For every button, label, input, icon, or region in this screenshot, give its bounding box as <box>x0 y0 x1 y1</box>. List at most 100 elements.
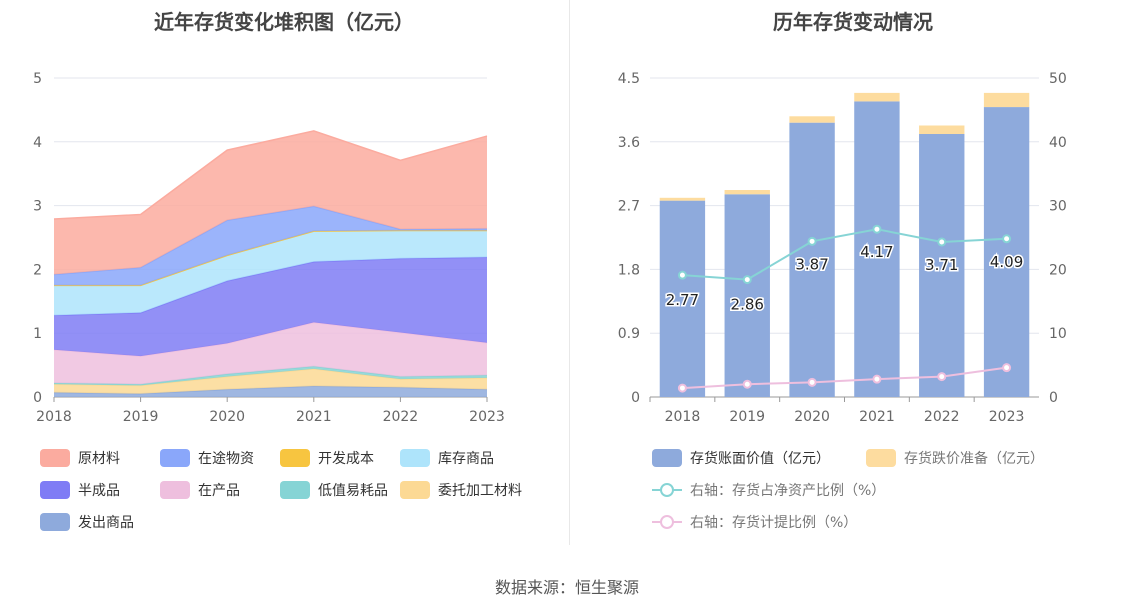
x-tick-label: 2021 <box>859 409 895 425</box>
bar-存货跌价准备（亿元） <box>724 190 770 195</box>
legend-item[interactable]: 在产品 <box>160 480 240 500</box>
y2-tick-label: 10 <box>1049 326 1067 342</box>
x-tick-label: 2018 <box>36 409 72 425</box>
y-tick-label: 0.9 <box>618 326 640 342</box>
line-point <box>742 379 752 389</box>
area-edge <box>53 130 488 220</box>
bar-存货跌价准备（亿元） <box>854 92 900 102</box>
x-tick-label: 2023 <box>469 409 505 425</box>
y-tick-label: 0 <box>33 390 42 406</box>
stacked-area-panel: 近年存货变化堆积图（亿元） 0 1 2 3 4 5 2018 2019 2020 2021 2022… <box>0 0 568 560</box>
legend-swatch <box>40 449 70 467</box>
y2-tick-label: 30 <box>1049 199 1067 215</box>
bar-value-label: 3.71 <box>925 256 958 274</box>
legend-marker <box>660 483 674 497</box>
legend-label: 半成品 <box>78 483 120 499</box>
y-tick-label: 3.6 <box>618 135 640 151</box>
y-tick-label: 2.7 <box>618 199 640 215</box>
bar-存货跌价准备（亿元） <box>919 125 965 135</box>
legend-item[interactable]: 委托加工材料 <box>400 480 522 500</box>
line-point <box>872 224 882 234</box>
legend-line-swatch <box>652 481 682 499</box>
x-tick-label: 2022 <box>383 409 419 425</box>
bar-存货账面价值（亿元） <box>789 122 835 397</box>
legend-label: 开发成本 <box>318 451 374 467</box>
legend-swatch <box>400 481 430 499</box>
y-tick-label: 0 <box>631 390 640 406</box>
legend-swatch <box>400 449 430 467</box>
bar-存货账面价值（亿元） <box>919 134 965 397</box>
legend-label: 发出商品 <box>78 515 134 531</box>
legend-item[interactable]: 发出商品 <box>40 512 134 532</box>
line-point <box>1002 234 1012 244</box>
legend-item[interactable]: 低值易耗品 <box>280 480 388 500</box>
data-source-footer: 数据来源：恒生聚源 <box>494 578 639 597</box>
line-point <box>1002 363 1012 373</box>
left-chart-title: 近年存货变化堆积图（亿元） <box>154 10 414 34</box>
area-发出商品 <box>54 386 487 397</box>
x-tick-label: 2022 <box>924 409 960 425</box>
stacked-area-chart: 0 1 2 3 4 5 2018 2019 2020 2021 2022 2023 <box>33 71 505 425</box>
line-point <box>677 270 687 280</box>
legend-swatch <box>40 481 70 499</box>
y-tick-label: 5 <box>33 71 42 87</box>
y-tick-label: 1 <box>33 326 42 342</box>
y2-tick-label: 0 <box>1049 390 1058 406</box>
legend-label: 存货账面价值（亿元） <box>690 451 830 467</box>
y2-tick-label: 50 <box>1049 71 1067 87</box>
area-库存商品 <box>54 230 487 316</box>
x-tick-label: 2021 <box>296 409 332 425</box>
legend-item[interactable]: 右轴：存货占净资产比例（%） <box>652 480 885 500</box>
legend-item[interactable]: 开发成本 <box>280 448 374 468</box>
line-point <box>677 383 687 393</box>
bar-存货账面价值（亿元） <box>724 194 770 397</box>
legend-item[interactable]: 存货跌价准备（亿元） <box>866 448 1044 468</box>
right-chart-title: 历年存货变动情况 <box>773 10 933 34</box>
bar-存货跌价准备（亿元） <box>659 197 706 201</box>
bar-line-panel: 历年存货变动情况 0 0.9 1.8 2.7 3.6 4.5 0 10 20 30 40 50 2018… <box>572 0 1134 560</box>
bar-value-label: 2.86 <box>731 296 764 314</box>
legend-item[interactable]: 原材料 <box>40 448 120 468</box>
legend-label: 右轴：存货占净资产比例（%） <box>690 483 886 499</box>
legend-swatch <box>160 481 190 499</box>
right-legend: 存货账面价值（亿元） 存货跌价准备（亿元） 右轴：存货占净资产比例（%） 右轴：存货计… <box>652 448 1122 538</box>
bar-value-label: 2.77 <box>666 291 699 309</box>
legend-swatch <box>652 449 682 467</box>
legend-item[interactable]: 存货账面价值（亿元） <box>652 448 830 468</box>
y2-tick-label: 20 <box>1049 262 1067 278</box>
line-point <box>872 374 882 384</box>
legend-item[interactable]: 库存商品 <box>400 448 494 468</box>
panel-divider <box>569 0 570 545</box>
legend-swatch <box>160 449 190 467</box>
bar-value-label: 4.17 <box>860 243 893 261</box>
legend-label: 在产品 <box>198 483 240 499</box>
area-半成品 <box>54 257 487 357</box>
legend-label: 库存商品 <box>438 451 494 467</box>
line-point <box>937 237 947 247</box>
left-legend: 原材料 在途物资 开发成本 库存商品半成品 在产品 低值易耗品 委托加工材料发出商品 <box>40 448 560 538</box>
legend-item[interactable]: 在途物资 <box>160 448 254 468</box>
bar-存货跌价准备（亿元） <box>789 116 835 123</box>
x-tick-label: 2020 <box>209 409 245 425</box>
x-tick-label: 2019 <box>123 409 159 425</box>
x-tick-label: 2023 <box>989 409 1025 425</box>
x-tick-label: 2020 <box>794 409 830 425</box>
y-tick-label: 4.5 <box>618 71 640 87</box>
x-tick-label: 2019 <box>729 409 765 425</box>
legend-swatch <box>40 513 70 531</box>
legend-label: 低值易耗品 <box>318 483 388 499</box>
legend-label: 原材料 <box>78 451 120 467</box>
legend-marker <box>660 515 674 529</box>
bar-line-chart: 0 0.9 1.8 2.7 3.6 4.5 0 10 20 30 40 50 2018 2019 2020 2… <box>618 71 1067 425</box>
area-委托加工材料 <box>54 368 487 394</box>
area-在途物资 <box>54 206 487 286</box>
legend-item[interactable]: 右轴：存货计提比例（%） <box>652 512 857 532</box>
area-原材料 <box>54 130 487 275</box>
line-point <box>742 275 752 285</box>
legend-item[interactable]: 半成品 <box>40 480 120 500</box>
line-右轴：存货占净资产比例（%） <box>682 228 1007 281</box>
legend-label: 在途物资 <box>198 451 254 467</box>
bar-存货账面价值（亿元） <box>854 101 900 397</box>
legend-label: 存货跌价准备（亿元） <box>904 451 1044 467</box>
y-tick-label: 3 <box>33 199 42 215</box>
